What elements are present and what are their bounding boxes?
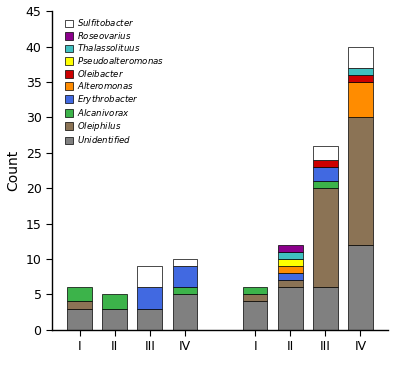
Bar xyxy=(243,301,267,330)
Bar xyxy=(313,167,338,181)
Bar xyxy=(313,160,338,167)
Bar xyxy=(67,309,92,330)
Bar xyxy=(313,188,338,287)
Bar xyxy=(348,82,373,117)
Bar xyxy=(278,259,302,266)
Bar xyxy=(313,146,338,160)
Y-axis label: Count: Count xyxy=(6,150,20,191)
Bar xyxy=(173,259,197,266)
Bar xyxy=(278,266,302,273)
Bar xyxy=(138,309,162,330)
Bar xyxy=(348,245,373,330)
Bar xyxy=(278,273,302,280)
Legend: $\it{Sulfitobacter}$, $\it{Roseovarius}$, $\it{Thalassolituus}$, $\it{Pseudoalte: $\it{Sulfitobacter}$, $\it{Roseovarius}$… xyxy=(63,16,166,147)
Bar xyxy=(278,252,302,259)
Bar xyxy=(102,294,127,309)
Bar xyxy=(278,287,302,330)
Bar xyxy=(243,287,267,294)
Bar xyxy=(348,75,373,82)
Bar xyxy=(138,266,162,287)
Bar xyxy=(173,287,197,294)
Bar xyxy=(278,245,302,252)
Bar xyxy=(348,47,373,68)
Bar xyxy=(348,68,373,75)
Bar xyxy=(313,287,338,330)
Bar xyxy=(102,309,127,330)
Bar xyxy=(313,181,338,188)
Bar xyxy=(67,301,92,309)
Bar xyxy=(348,117,373,245)
Bar xyxy=(173,294,197,330)
Bar xyxy=(173,266,197,287)
Bar xyxy=(278,280,302,287)
Bar xyxy=(243,294,267,301)
Bar xyxy=(138,287,162,309)
Bar xyxy=(67,287,92,301)
